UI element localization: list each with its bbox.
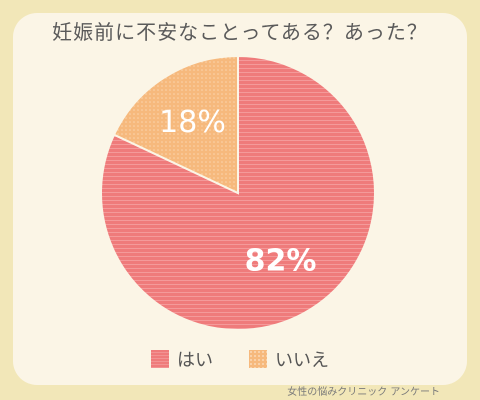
legend-item-no: いいえ bbox=[249, 346, 329, 372]
source-credit: 女性の悩みクリニック アンケート bbox=[287, 387, 440, 398]
legend-swatch-yes bbox=[151, 350, 169, 368]
pie-label-no: 18% bbox=[159, 105, 226, 140]
pie-slice-yes bbox=[100, 54, 376, 331]
legend: はい いいえ bbox=[0, 346, 480, 372]
pie-slice-no bbox=[112, 54, 239, 195]
legend-label-yes: はい bbox=[177, 350, 213, 371]
legend-item-yes: はい bbox=[151, 346, 213, 372]
pie-label-yes: 82% bbox=[245, 244, 317, 279]
legend-label-no: いいえ bbox=[275, 350, 329, 371]
legend-swatch-no bbox=[249, 350, 267, 368]
chart-title: 妊娠前に不安なことってある？あった？ bbox=[52, 20, 428, 44]
